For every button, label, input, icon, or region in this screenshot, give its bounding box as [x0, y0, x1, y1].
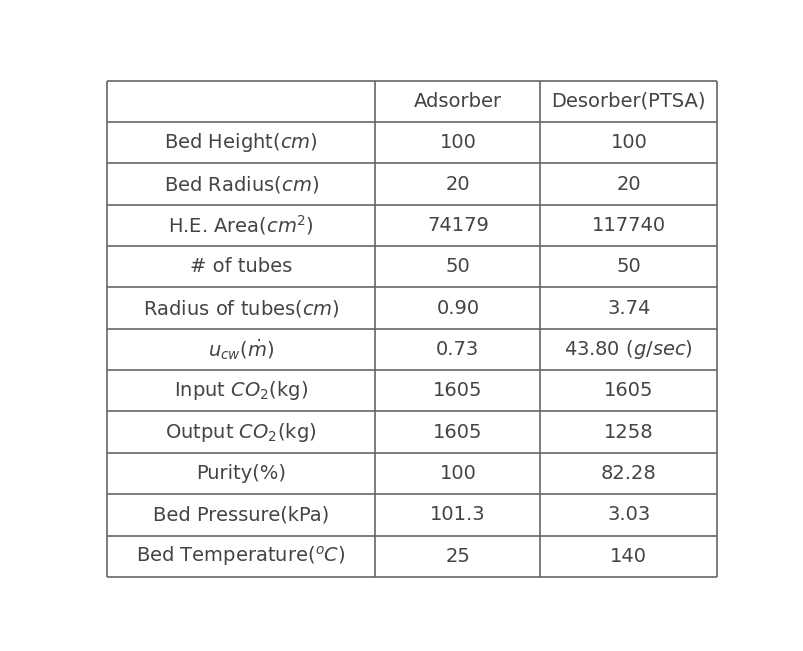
- Text: 140: 140: [609, 547, 646, 566]
- Text: $u_{cw}$($\dot{m}$): $u_{cw}$($\dot{m}$): [208, 337, 274, 362]
- Text: Adsorber: Adsorber: [414, 92, 501, 111]
- Text: 0.90: 0.90: [436, 299, 479, 318]
- Text: Purity(%): Purity(%): [196, 464, 286, 483]
- Text: 100: 100: [439, 464, 475, 483]
- Text: Bed Radius($\it{cm}$): Bed Radius($\it{cm}$): [163, 174, 318, 195]
- Text: 1605: 1605: [603, 381, 653, 400]
- Text: 100: 100: [609, 133, 646, 152]
- Text: Bed Pressure(kPa): Bed Pressure(kPa): [153, 505, 328, 524]
- Text: 0.73: 0.73: [436, 340, 479, 359]
- Text: Desorber(PTSA): Desorber(PTSA): [551, 92, 705, 111]
- Text: 25: 25: [445, 547, 470, 566]
- Text: 1605: 1605: [433, 422, 482, 441]
- Text: Radius of tubes($\it{cm}$): Radius of tubes($\it{cm}$): [142, 298, 339, 318]
- Text: 117740: 117740: [591, 216, 665, 235]
- Text: 1258: 1258: [603, 422, 653, 441]
- Text: Input $\it{CO}_2$(kg): Input $\it{CO}_2$(kg): [173, 380, 308, 402]
- Text: 82.28: 82.28: [600, 464, 656, 483]
- Text: Bed Temperature($^o$$\it{C}$): Bed Temperature($^o$$\it{C}$): [137, 544, 345, 568]
- Text: 74179: 74179: [426, 216, 488, 235]
- Text: 20: 20: [616, 174, 640, 193]
- Text: # of tubes: # of tubes: [190, 257, 291, 276]
- Text: 1605: 1605: [433, 381, 482, 400]
- Text: 50: 50: [616, 257, 641, 276]
- Text: 43.80 ($\it{g/sec}$): 43.80 ($\it{g/sec}$): [564, 338, 692, 361]
- Text: Output $\it{CO}_2$(kg): Output $\it{CO}_2$(kg): [165, 421, 316, 443]
- Text: 3.74: 3.74: [606, 299, 650, 318]
- Text: 100: 100: [439, 133, 475, 152]
- Text: 20: 20: [445, 174, 470, 193]
- Text: 3.03: 3.03: [606, 505, 650, 524]
- Text: H.E. Area($\it{cm}$$^2$): H.E. Area($\it{cm}$$^2$): [168, 214, 313, 238]
- Text: 101.3: 101.3: [430, 505, 485, 524]
- Text: 50: 50: [445, 257, 470, 276]
- Text: Bed Height($\it{cm}$): Bed Height($\it{cm}$): [164, 131, 317, 154]
